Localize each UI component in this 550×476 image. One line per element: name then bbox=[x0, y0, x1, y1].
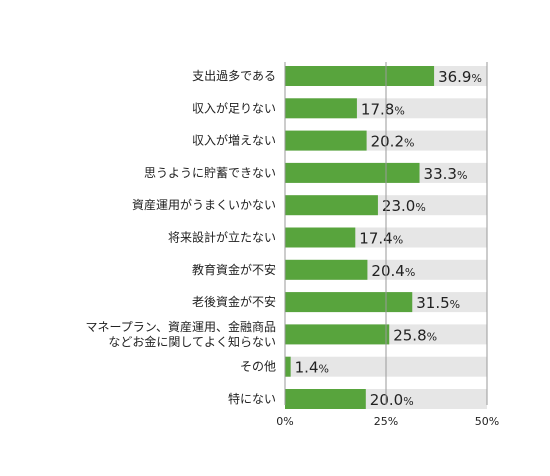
category-label-line: 老後資金が不安 bbox=[192, 294, 276, 309]
data-label-unit: % bbox=[403, 395, 413, 408]
data-label-unit: % bbox=[427, 330, 437, 343]
data-label-value: 20.2 bbox=[371, 133, 404, 151]
data-label: 20.2% bbox=[371, 133, 415, 151]
data-label: 1.4% bbox=[295, 359, 329, 377]
category-label-line: マネープラン、資産運用、金融商品 bbox=[85, 319, 276, 334]
category-label-line: 教育資金が不安 bbox=[192, 262, 276, 277]
category-label: その他 bbox=[240, 360, 276, 374]
category-label: 収入が足りない bbox=[192, 100, 276, 115]
data-label: 36.9% bbox=[438, 68, 482, 86]
bar bbox=[285, 259, 368, 280]
data-label-value: 23.0 bbox=[382, 197, 415, 215]
category-label: 支出過多である bbox=[192, 69, 276, 83]
data-label-unit: % bbox=[415, 201, 425, 214]
data-label-unit: % bbox=[393, 234, 403, 247]
data-label: 20.0% bbox=[370, 391, 414, 409]
category-label-line: 将来設計が立たない bbox=[168, 230, 276, 245]
data-label: 25.8% bbox=[393, 326, 437, 344]
category-label-line: 収入が増えない bbox=[192, 133, 276, 148]
category-label: 将来設計が立たない bbox=[168, 230, 276, 245]
category-label: マネープラン、資産運用、金融商品などお金に関してよく知らない bbox=[85, 319, 276, 349]
x-tick-label: 0% bbox=[276, 415, 293, 428]
data-label-value: 31.5 bbox=[416, 294, 449, 312]
data-label-unit: % bbox=[457, 169, 467, 182]
x-tick-label: 25% bbox=[374, 415, 398, 428]
data-label-value: 25.8 bbox=[393, 326, 426, 344]
data-label: 23.0% bbox=[382, 197, 426, 215]
category-label: 思うように貯蓄できない bbox=[144, 166, 276, 180]
category-label-line: 思うように貯蓄できない bbox=[144, 166, 276, 180]
data-label-value: 20.0 bbox=[370, 391, 403, 409]
data-label-unit: % bbox=[319, 363, 329, 376]
data-label-unit: % bbox=[394, 104, 404, 117]
bar bbox=[285, 292, 413, 313]
category-label: 特にない bbox=[228, 391, 276, 406]
data-label-value: 17.8 bbox=[361, 100, 394, 118]
category-label: 収入が増えない bbox=[192, 133, 276, 148]
bar bbox=[285, 195, 378, 216]
bar bbox=[285, 162, 420, 183]
category-label-line: 収入が足りない bbox=[192, 100, 276, 115]
data-label-value: 20.4 bbox=[371, 262, 404, 280]
category-label: 老後資金が不安 bbox=[192, 294, 276, 309]
data-label-unit: % bbox=[405, 266, 415, 279]
bar bbox=[285, 130, 367, 151]
category-label-line: 資産運用がうまくいかない bbox=[132, 197, 276, 212]
data-label-value: 33.3 bbox=[424, 165, 457, 183]
category-label-line: その他 bbox=[240, 360, 276, 374]
category-label: 資産運用がうまくいかない bbox=[132, 197, 276, 212]
data-label-unit: % bbox=[404, 137, 414, 150]
category-label-line: 特にない bbox=[228, 391, 276, 406]
bar bbox=[285, 324, 390, 345]
data-label: 33.3% bbox=[424, 165, 468, 183]
category-label-line: などお金に関してよく知らない bbox=[108, 334, 276, 349]
data-label: 20.4% bbox=[371, 262, 415, 280]
data-label-value: 36.9 bbox=[438, 68, 471, 86]
bar bbox=[285, 98, 357, 119]
category-label: 教育資金が不安 bbox=[192, 262, 276, 277]
bar bbox=[285, 66, 435, 86]
category-label-line: 支出過多である bbox=[192, 69, 276, 83]
x-tick-label: 50% bbox=[475, 415, 499, 428]
data-label-value: 1.4 bbox=[295, 359, 319, 377]
data-label-unit: % bbox=[450, 298, 460, 311]
bar bbox=[285, 389, 366, 409]
data-label: 17.4% bbox=[359, 230, 403, 248]
data-label: 31.5% bbox=[416, 294, 460, 312]
bar bbox=[285, 227, 356, 248]
data-label-unit: % bbox=[471, 72, 481, 85]
data-label-value: 17.4 bbox=[359, 230, 392, 248]
bar bbox=[285, 356, 291, 377]
